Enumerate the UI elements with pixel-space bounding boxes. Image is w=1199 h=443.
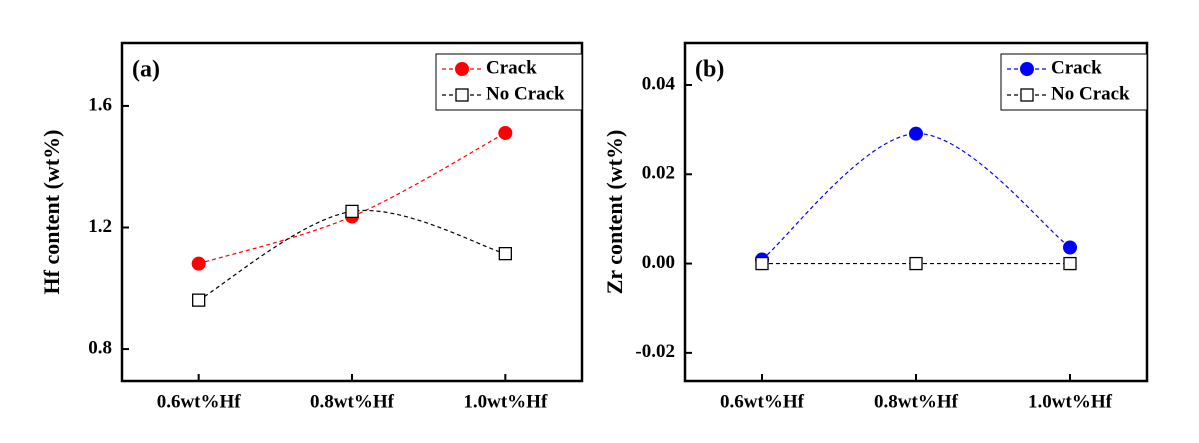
legend-marker — [455, 88, 469, 102]
y-axis-label: Zr content (wt%) — [602, 130, 627, 295]
plot-frame — [120, 41, 584, 383]
legend-marker — [455, 62, 469, 76]
y-axis-label: Hf content (wt%) — [39, 130, 64, 295]
x-tick-label: 0.6wt%Hf — [157, 391, 242, 412]
legend-label: No Crack — [486, 83, 565, 104]
marker — [191, 256, 206, 271]
legend-marker — [1020, 88, 1034, 102]
y-tick-label: 0.8 — [88, 337, 112, 358]
plot-frame — [683, 41, 1149, 383]
y-tick-label: -0.02 — [635, 341, 675, 362]
y-tick-label: 1.6 — [88, 94, 112, 115]
marker — [1063, 240, 1077, 255]
x-tick-label: 0.8wt%Hf — [310, 391, 395, 412]
x-tick-label: 1.0wt%Hf — [463, 391, 548, 412]
x-tick-label: 0.8wt%Hf — [874, 391, 959, 412]
panel-label: (b) — [695, 57, 724, 83]
legend-marker — [1020, 62, 1034, 76]
marker — [755, 256, 769, 271]
y-tick-label: 1.2 — [88, 216, 112, 237]
series-line — [198, 209, 506, 301]
marker — [909, 126, 923, 141]
x-tick-label: 1.0wt%Hf — [1028, 391, 1113, 412]
series-line — [198, 132, 506, 265]
legend-label: No Crack — [1051, 83, 1130, 104]
legend-label: Crack — [1051, 57, 1102, 78]
x-tick-label: 0.6wt%Hf — [720, 391, 805, 412]
y-tick-label: 0.04 — [642, 73, 676, 94]
y-tick-label: 0.02 — [642, 163, 675, 184]
y-tick-label: 0.00 — [642, 252, 675, 273]
series-line — [761, 133, 1071, 261]
marker — [192, 293, 206, 307]
marker — [1063, 256, 1077, 271]
marker — [498, 125, 513, 140]
panel-label: (a) — [132, 57, 160, 83]
marker — [909, 256, 923, 271]
marker — [345, 204, 359, 219]
legend-label: Crack — [486, 57, 537, 78]
marker — [498, 246, 512, 261]
